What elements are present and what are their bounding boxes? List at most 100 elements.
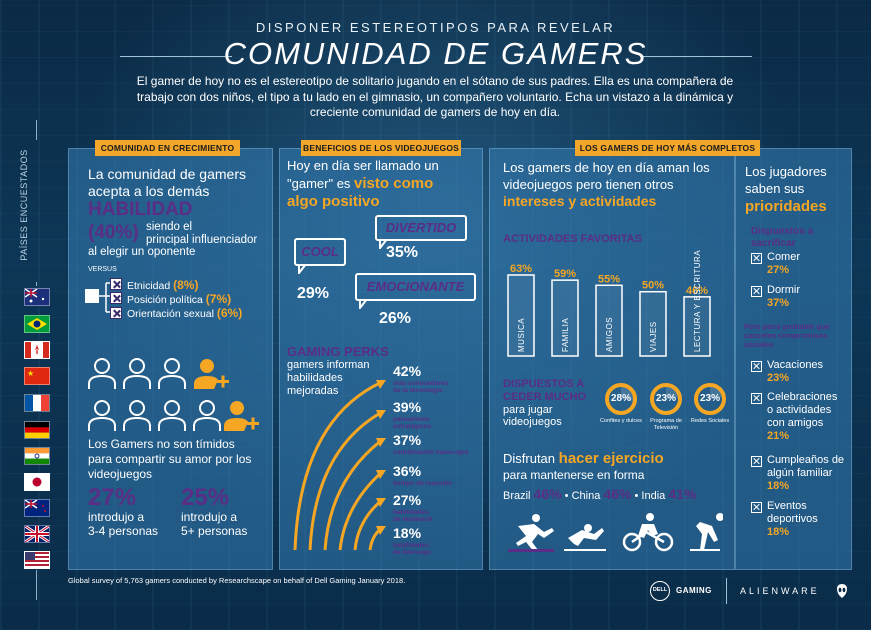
x-icon-politics xyxy=(110,292,122,304)
pre-title: DISPONER ESTEREOTIPOS PARA REVELAR xyxy=(255,20,616,35)
benefits-head2: "gamer" es visto como xyxy=(287,175,434,192)
ring-tv: 23% xyxy=(650,383,682,415)
flag-germany xyxy=(24,421,50,439)
cancel-title: Pero poco probable que cancelen compromis… xyxy=(744,322,830,349)
favorites-bar xyxy=(683,296,711,357)
favorites-category-label: VIAJES xyxy=(649,321,658,352)
exercise-line2: para mantenerse en forma xyxy=(503,468,645,482)
favorites-bar xyxy=(507,274,535,357)
title-rule-right xyxy=(640,56,752,57)
tag-community: COMUNIDAD EN CRECIMIENTO xyxy=(95,140,240,156)
benefits-head3: algo positivo xyxy=(287,193,380,210)
stat1-line2: 3-4 personas xyxy=(88,524,159,538)
favorites-chart: 63% MUSICA 59% FAMILIA 55% AMIGOS 50% VIAJES 46%… xyxy=(507,250,711,357)
perk-label-strategy: pensadores estratégicos xyxy=(393,416,432,430)
perk-label-reaction: tiempo de reacción xyxy=(393,480,453,487)
versus-label: VERSUS xyxy=(88,266,117,273)
title-rule-left xyxy=(120,56,232,57)
share-line2: para compartir su amor por los xyxy=(88,452,252,466)
flag-china: ★ xyxy=(24,367,50,385)
complete-head2: videojuegos pero tienen otros xyxy=(503,177,674,192)
bubble-divertido-value: 35% xyxy=(386,244,419,261)
favorites-value-label: 55% xyxy=(598,273,620,285)
bubble-emocionante-value: 26% xyxy=(379,310,412,327)
x-icon-ethnicity xyxy=(110,278,122,290)
stat1-value: 27% xyxy=(88,484,137,511)
ring-candy-label: Confites y dulces xyxy=(600,418,642,424)
benefits-head1: Hoy en día ser llamado un xyxy=(287,158,439,173)
stat2-value: 25% xyxy=(181,484,230,511)
check-eventos-icon xyxy=(751,502,762,513)
bubble-cool-tail xyxy=(298,264,307,274)
sacrificar-title1: Dispuestos a xyxy=(751,226,814,237)
sidebar-label: PAÍSES ENCUESTADOS xyxy=(16,140,32,280)
perk-value-leadership: 18% xyxy=(393,525,422,541)
cancel-celebraciones: Celebraciones o actividades con amigos 21% xyxy=(767,391,838,442)
perk-label-tech: más conocedores de la tecnología xyxy=(393,380,449,394)
share-line1: Los Gamers no son tímidos xyxy=(88,437,235,451)
flag-brazil xyxy=(24,315,50,333)
panel-complete-gamers xyxy=(489,148,735,570)
priorities-head1: Los jugadores xyxy=(745,164,827,179)
favorites-bar xyxy=(595,284,623,357)
x-icon-orientation xyxy=(110,307,122,319)
bubble-emocionante-tail xyxy=(359,299,368,309)
community-line1: La comunidad de gamers xyxy=(88,166,246,182)
perk-label-hand-eye: coordinación mano-ojos xyxy=(393,449,469,456)
favorites-value-label: 63% xyxy=(510,263,532,275)
sacrificar-comer-value: 27% xyxy=(767,264,790,276)
perk-value-tech: 42% xyxy=(393,363,422,379)
favorites-value-label: 59% xyxy=(554,268,576,280)
perk-value-teamwork: 27% xyxy=(393,492,422,508)
complete-head1: Los gamers de hoy en día aman los xyxy=(503,160,710,175)
ring-social-label: Redes Sociales xyxy=(690,418,730,424)
bubble-cool-value: 29% xyxy=(297,285,330,302)
perk-value-reaction: 36% xyxy=(393,463,422,479)
ring-social: 23% xyxy=(694,383,726,415)
perks-sub1: gamers informan xyxy=(287,359,370,371)
versus-item-ethnicity: Etnicidad (8%) xyxy=(127,278,199,292)
sacrificar-title2: sacrificar xyxy=(751,238,796,249)
skill-percent: (40%) xyxy=(88,222,139,243)
stat2-line2: 5+ personas xyxy=(181,524,248,538)
check-vacaciones-icon xyxy=(751,361,762,372)
versus-item-orientation: Orientación sexual (6%) xyxy=(127,306,243,320)
favorites-category-label: LECTURA Y ESCRITURA xyxy=(693,250,702,352)
perks-arrows xyxy=(293,380,386,551)
dell-gaming-label: GAMING xyxy=(676,586,712,595)
perks-sub3: mejoradas xyxy=(287,385,339,397)
priorities-head3: prioridades xyxy=(745,198,827,215)
sacrificar-dormir-label: Dormir xyxy=(767,284,800,296)
intro-text: El gamer de hoy no es el estereotipo de … xyxy=(136,74,734,119)
sidebar-line-top xyxy=(36,120,37,140)
cancel-vacaciones: Vacaciones 23% xyxy=(767,359,824,384)
favorites-category-label: AMIGOS xyxy=(605,317,614,352)
ring-candy: 28% xyxy=(605,383,637,415)
flag-australia xyxy=(24,288,50,306)
favorites-category-label: FAMILIA xyxy=(561,318,570,352)
bubble-divertido-tail xyxy=(379,239,388,249)
favorites-title: ACTIVIDADES FAVORITAS xyxy=(503,233,642,245)
footer-divider xyxy=(726,578,727,604)
favorites-category-label: MUSICA xyxy=(517,318,526,352)
versus-item-politics: Posición política (7%) xyxy=(127,292,232,306)
favorites-value-label: 46% xyxy=(686,285,708,297)
flag-united-states xyxy=(24,551,50,569)
flag-new-zealand xyxy=(24,499,50,517)
bubble-cool: COOL xyxy=(294,238,346,266)
complete-head3: intereses y actividades xyxy=(503,193,657,209)
flag-united-kingdom xyxy=(24,524,50,544)
sacrificar-comer-label: Comer xyxy=(767,251,801,263)
skill-sub1: siendo el xyxy=(146,221,193,233)
cancel-cumpleanos: Cumpleaños de algún familiar 18% xyxy=(767,454,845,492)
ceder-sub1: para jugar xyxy=(503,404,553,416)
exercise-countries: Brazil 46% • China 46% • India 41% xyxy=(503,486,697,502)
flag-canada xyxy=(24,341,50,359)
sidebar-line-mid xyxy=(36,282,37,286)
exercise-icons xyxy=(508,513,723,552)
people-icons xyxy=(88,358,259,431)
skill-heading: HABILIDAD xyxy=(88,199,193,220)
perk-value-hand-eye: 37% xyxy=(393,432,422,448)
tag-complete-gamers: LOS GAMERS DE HOY MÁS COMPLETOS xyxy=(575,140,760,156)
bubble-emocionante: EMOCIONANTE xyxy=(355,273,476,301)
